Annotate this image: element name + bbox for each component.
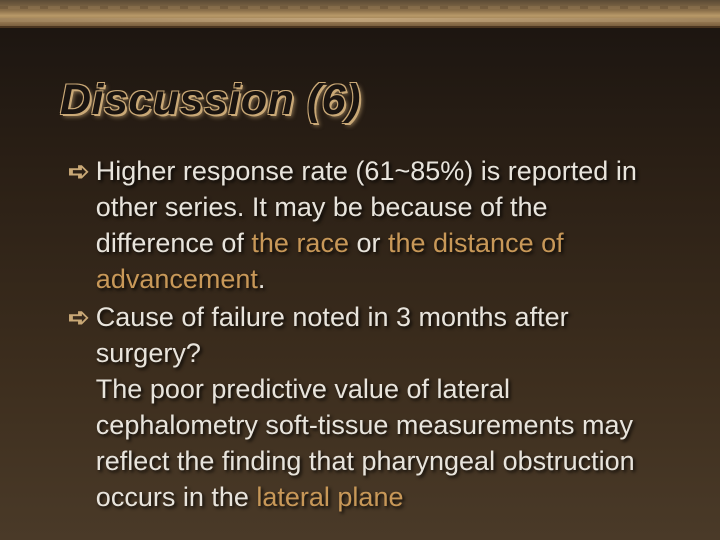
- bullet-text: Cause of failure noted in 3 months after…: [96, 299, 660, 515]
- bullet-text: Higher response rate (61~85%) is reporte…: [96, 153, 660, 297]
- highlighted-text: lateral plane: [256, 482, 403, 512]
- bullet-arrow-icon: ➪: [68, 153, 90, 189]
- slide-title: Discussion (6): [60, 76, 660, 125]
- decorative-top-border: [0, 0, 720, 28]
- bullet-item: ➪Higher response rate (61~85%) is report…: [68, 153, 660, 297]
- body-text: or: [349, 228, 388, 258]
- slide-content: Discussion (6) ➪Higher response rate (61…: [0, 28, 720, 515]
- body-text: Cause of failure noted in 3 months after…: [96, 302, 569, 368]
- bullet-item: ➪Cause of failure noted in 3 months afte…: [68, 299, 660, 515]
- highlighted-text: the race: [251, 228, 349, 258]
- body-text: .: [258, 264, 266, 294]
- bullet-arrow-icon: ➪: [68, 299, 90, 335]
- bullet-list: ➪Higher response rate (61~85%) is report…: [60, 153, 660, 515]
